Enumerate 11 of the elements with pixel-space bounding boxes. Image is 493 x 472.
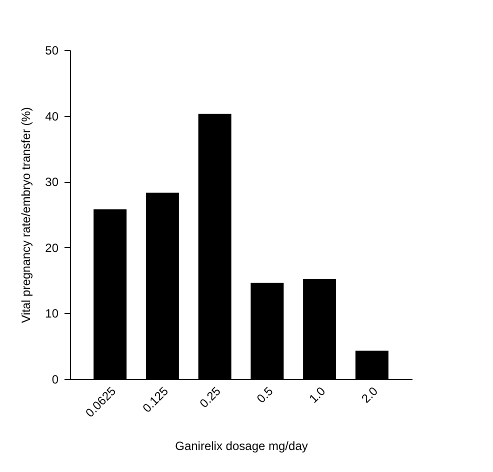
y-tick-label: 40 [45,109,59,124]
y-tick-label: 30 [45,175,59,190]
x-tick-label: 1.0 [306,384,328,406]
x-axis-title: Ganirelix dosage mg/day [175,439,308,454]
y-tick-label: 10 [45,306,59,321]
y-tick-label: 50 [45,44,59,58]
x-tick-label: 0.5 [254,384,276,406]
y-axis-title: Vital pregnancy rate/embryo transfer (%) [19,107,34,323]
x-tick-label: 2.0 [358,384,381,406]
y-tick-label: 0 [52,372,59,386]
y-tick-label: 20 [45,240,59,255]
